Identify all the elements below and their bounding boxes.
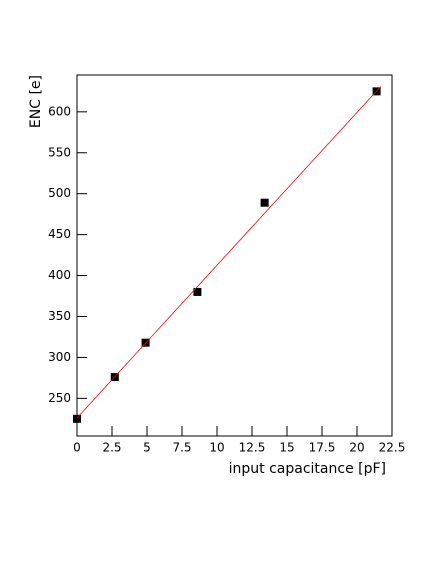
x-tick-label: 20 xyxy=(349,441,364,455)
x-tick-label: 17.5 xyxy=(309,441,336,455)
y-tick-label: 350 xyxy=(48,309,71,323)
plot-frame xyxy=(76,74,393,437)
x-tick-label: 15 xyxy=(279,441,294,455)
x-tick-label: 12.5 xyxy=(239,441,266,455)
x-tick-label: 10 xyxy=(209,441,224,455)
x-tick-label: 5 xyxy=(143,441,151,455)
y-tick-label: 550 xyxy=(48,145,71,159)
y-tick-label: 450 xyxy=(48,227,71,241)
y-axis-title: ENC [e] xyxy=(28,75,44,128)
y-tick-label: 400 xyxy=(48,268,71,282)
fit-line xyxy=(76,86,382,419)
x-tick-label: 7.5 xyxy=(172,441,191,455)
x-tick-label: 22.5 xyxy=(379,441,406,455)
y-tick-label: 250 xyxy=(48,391,71,405)
y-tick-label: 500 xyxy=(48,186,71,200)
x-tick-label: 2.5 xyxy=(102,441,121,455)
x-axis-title: input capacitance [pF] xyxy=(229,461,386,477)
x-tick-label: 0 xyxy=(73,441,81,455)
data-point xyxy=(193,287,202,296)
y-tick-label: 600 xyxy=(48,104,71,118)
data-point xyxy=(260,198,269,207)
data-point xyxy=(73,414,81,423)
y-tick-label: 300 xyxy=(48,350,71,364)
